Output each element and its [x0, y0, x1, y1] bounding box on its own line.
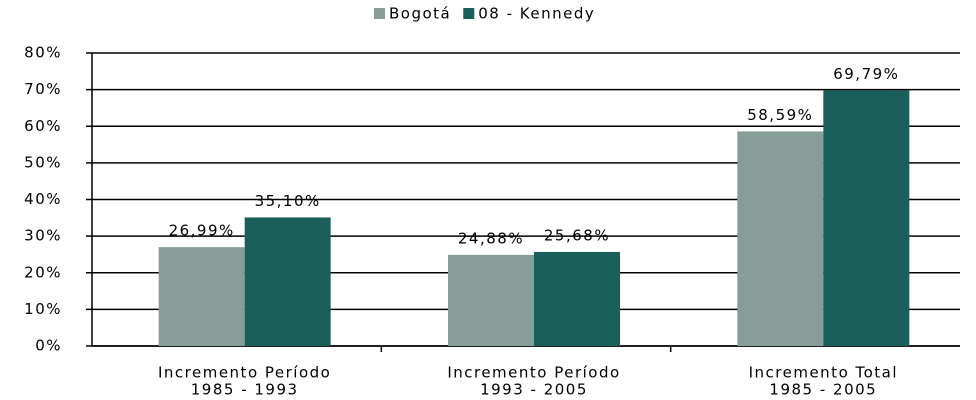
y-tick-label: 0% [35, 337, 62, 355]
legend-swatch [463, 8, 475, 19]
legend-label: 08 - Kennedy [478, 5, 595, 23]
bar [534, 251, 620, 346]
y-tick-label: 50% [24, 153, 62, 171]
value-label: 58,59% [747, 106, 813, 124]
y-tick-label: 70% [24, 80, 62, 98]
x-tick-label: 1985 - 2005 [769, 381, 877, 399]
y-tick-label: 60% [24, 117, 62, 135]
y-tick-label: 10% [24, 300, 62, 318]
value-label: 35,10% [255, 192, 321, 210]
x-tick-label: 1985 - 1993 [191, 381, 299, 399]
y-tick-label: 30% [24, 227, 62, 245]
x-tick-label: 1993 - 2005 [480, 381, 588, 399]
legend-label: Bogotá [389, 5, 451, 23]
bar [244, 217, 331, 346]
bar [823, 90, 910, 346]
x-tick-label: Incremento Total [749, 364, 898, 382]
y-tick-label: 20% [24, 263, 62, 281]
y-tick-label: 40% [24, 190, 62, 208]
value-label: 69,79% [833, 65, 899, 83]
bar [737, 131, 824, 346]
value-label: 25,68% [544, 226, 610, 244]
bar [448, 254, 534, 346]
value-label: 26,99% [169, 222, 235, 240]
bar [158, 247, 245, 346]
y-tick-label: 80% [24, 44, 62, 62]
x-tick-label: Incremento Período [447, 364, 620, 382]
value-label: 24,88% [458, 229, 524, 247]
x-tick-label: Incremento Período [158, 364, 331, 382]
legend-swatch [374, 8, 385, 19]
